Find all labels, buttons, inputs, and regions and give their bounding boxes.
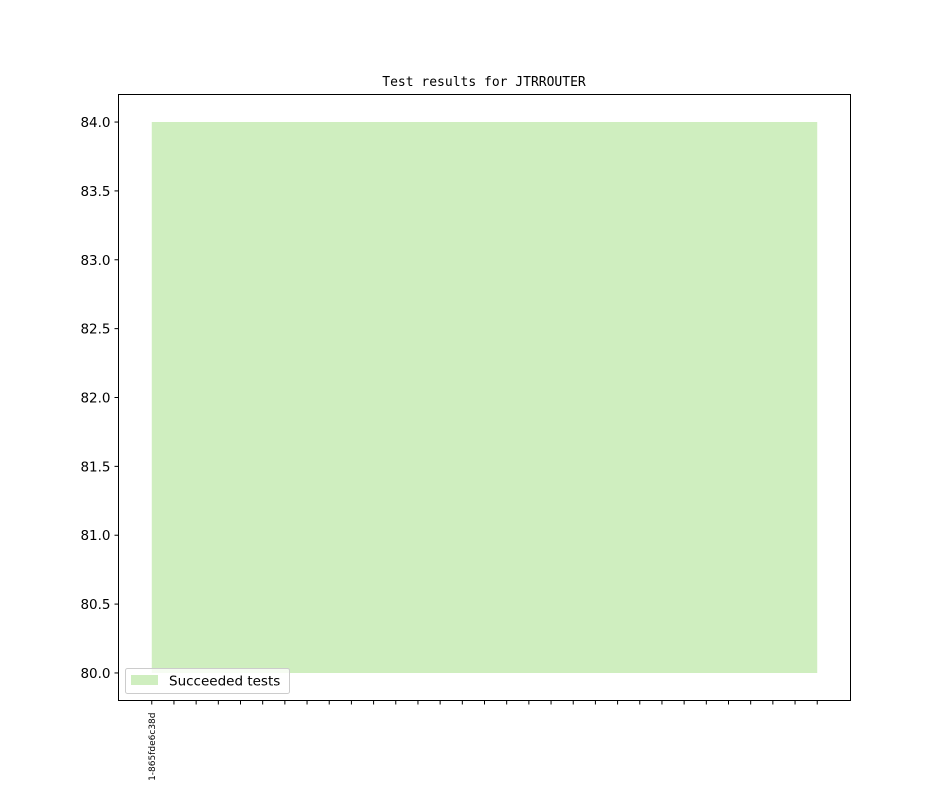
y-tick-label: 82.0 [80, 391, 110, 407]
legend-box [125, 668, 290, 694]
y-tick-label: 82.5 [80, 322, 110, 338]
y-tick-label: 80.5 [80, 597, 110, 613]
area-succeeded-tests [151, 122, 818, 673]
y-tick-label: 83.0 [80, 253, 110, 269]
chart-title: Test results for JTRROUTER [382, 75, 586, 90]
y-tick-label: 84.0 [80, 115, 110, 131]
y-tick-label: 81.5 [80, 459, 110, 475]
legend: Succeeded tests [125, 668, 290, 694]
y-tick-label: 80.0 [80, 666, 110, 682]
x-tick-label: 1-865fde6c38d [148, 713, 158, 781]
legend-label: Succeeded tests [169, 674, 280, 690]
legend-swatch [131, 675, 158, 685]
y-tick-label: 81.0 [80, 528, 110, 544]
y-tick-label: 83.5 [80, 184, 110, 200]
